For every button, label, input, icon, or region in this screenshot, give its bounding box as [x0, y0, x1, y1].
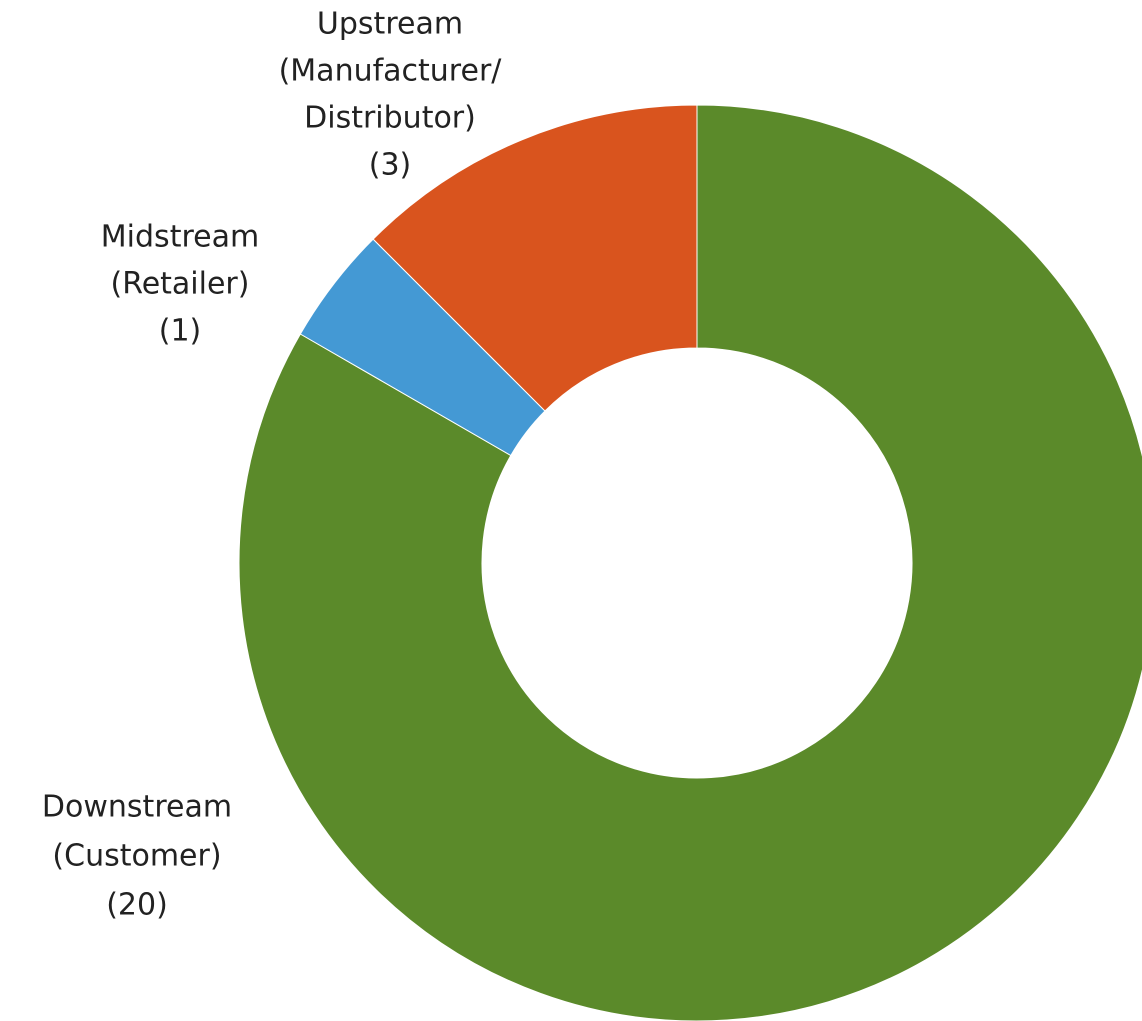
donut-slice — [372, 104, 698, 412]
slice-label: (Customer) — [52, 839, 221, 874]
slice-label: Distributor) — [304, 101, 476, 136]
slice-label: Downstream — [42, 790, 232, 825]
slice-label: Upstream — [317, 7, 463, 42]
slice-label: (Retailer) — [111, 267, 250, 302]
value-label: (3) — [369, 148, 412, 183]
value-label: (20) — [106, 888, 168, 923]
value-label: (1) — [159, 314, 202, 349]
slice-label: (Manufacturer/ — [279, 54, 503, 89]
donut-slice — [238, 104, 1142, 1021]
slice-label: Midstream — [101, 220, 259, 255]
